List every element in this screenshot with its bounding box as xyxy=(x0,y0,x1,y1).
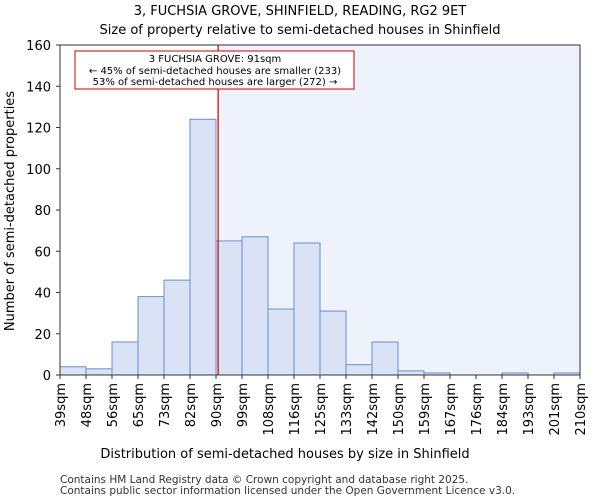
bar-56sqm xyxy=(111,341,139,376)
bar-39sqm xyxy=(59,366,87,376)
x-tick-label-125sqm: 125sqm xyxy=(314,383,329,436)
y-tick-label-80: 80 xyxy=(34,204,51,219)
y-tick-label-0: 0 xyxy=(43,369,51,384)
y-tick-label-100: 100 xyxy=(26,163,51,178)
annotation-border xyxy=(74,50,355,90)
bar-82sqm xyxy=(189,118,217,376)
annotation-line-3: 53% of semi-detached houses are larger (… xyxy=(93,77,338,88)
footer-line-1: Contains HM Land Registry data © Crown c… xyxy=(60,474,468,486)
x-tick-label-210sqm: 210sqm xyxy=(574,383,589,436)
x-tick-label-176sqm: 176sqm xyxy=(470,383,485,436)
chart-subtitle: Size of property relative to semi-detach… xyxy=(100,23,501,38)
x-tick-label-150sqm: 150sqm xyxy=(392,383,407,436)
x-tick-label-99sqm: 99sqm xyxy=(236,383,251,427)
y-axis-label: Number of semi-detached properties xyxy=(3,91,18,331)
x-tick-label-193sqm: 193sqm xyxy=(522,383,537,436)
x-tick-label-82sqm: 82sqm xyxy=(184,383,199,427)
bar-133sqm xyxy=(345,364,373,376)
x-tick-label-142sqm: 142sqm xyxy=(366,383,381,436)
y-ticks: 0 20 40 60 80 100 120 140 160 xyxy=(26,39,60,384)
y-tick-label-160: 160 xyxy=(26,39,51,54)
x-ticks: 39sqm 48sqm 56sqm 65sqm 73sqm 82sqm 90sqm 99sqm… xyxy=(54,375,589,436)
bar-116sqm xyxy=(293,242,321,376)
x-tick-label-73sqm: 73sqm xyxy=(158,383,173,427)
bar-73sqm xyxy=(163,279,191,376)
x-tick-label-184sqm: 184sqm xyxy=(496,383,511,436)
y-tick-label-20: 20 xyxy=(34,328,51,343)
x-tick-label-56sqm: 56sqm xyxy=(106,383,121,427)
footer-line-2: Contains public sector information licen… xyxy=(60,485,515,497)
bars-group xyxy=(59,118,581,376)
x-tick-label-159sqm: 159sqm xyxy=(418,383,433,436)
bar-108sqm xyxy=(267,308,295,376)
bar-125sqm xyxy=(319,310,347,376)
bar-142sqm xyxy=(371,341,399,376)
bar-65sqm xyxy=(137,296,165,376)
annotation-box: 3 FUCHSIA GROVE: 91sqm ← 45% of semi-det… xyxy=(74,50,355,90)
x-tick-label-116sqm: 116sqm xyxy=(288,383,303,436)
x-tick-label-48sqm: 48sqm xyxy=(80,383,95,427)
x-tick-label-39sqm: 39sqm xyxy=(54,383,69,427)
bar-99sqm xyxy=(241,236,269,376)
x-tick-label-108sqm: 108sqm xyxy=(262,383,277,436)
bar-150sqm xyxy=(397,370,425,376)
y-tick-label-40: 40 xyxy=(34,287,51,302)
annotation-line-1: 3 FUCHSIA GROVE: 91sqm xyxy=(149,54,282,65)
x-tick-label-167sqm: 167sqm xyxy=(444,383,459,436)
y-tick-label-120: 120 xyxy=(26,122,51,137)
bar-90sqm xyxy=(215,240,243,376)
x-axis-label: Distribution of semi-detached houses by … xyxy=(100,447,469,462)
x-tick-label-90sqm: 90sqm xyxy=(210,383,225,427)
annotation-line-2: ← 45% of semi-detached houses are smalle… xyxy=(89,66,341,77)
x-tick-label-133sqm: 133sqm xyxy=(340,383,355,436)
chart-title: 3, FUCHSIA GROVE, SHINFIELD, READING, RG… xyxy=(134,4,467,19)
bar-48sqm xyxy=(85,368,113,376)
y-tick-label-60: 60 xyxy=(34,245,51,260)
x-tick-label-201sqm: 201sqm xyxy=(548,383,563,436)
x-tick-label-65sqm: 65sqm xyxy=(132,383,147,427)
y-tick-label-140: 140 xyxy=(26,80,51,95)
